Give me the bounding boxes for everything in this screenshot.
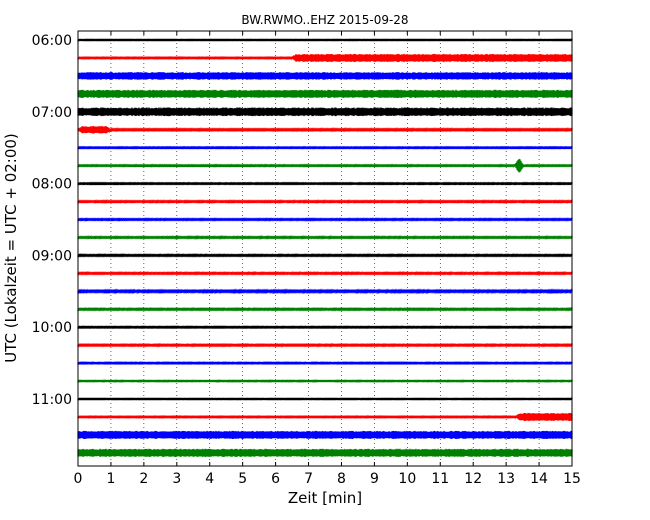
x-tick-label: 2 (139, 471, 148, 487)
y-tick-label: 10:00 (32, 320, 72, 336)
x-tick-label: 9 (370, 471, 379, 487)
chart-title: BW.RWMO..EHZ 2015-09-28 (241, 13, 408, 27)
y-axis-label: UTC (Lokalzeit = UTC + 02:00) (2, 133, 20, 363)
x-tick-label: 11 (431, 471, 449, 487)
trace-layer (77, 38, 573, 457)
x-tick-label: 12 (464, 471, 482, 487)
y-tick-label: 09:00 (32, 248, 72, 264)
y-tick-label: 07:00 (32, 105, 72, 121)
x-axis-label: Zeit [min] (288, 489, 362, 507)
x-tick-label: 0 (74, 471, 83, 487)
x-tick-label: 7 (304, 471, 313, 487)
x-tick-label: 10 (398, 471, 416, 487)
x-tick-label: 14 (530, 471, 548, 487)
x-tick-label: 8 (337, 471, 346, 487)
x-tick-label: 3 (172, 471, 181, 487)
x-tick-label: 13 (497, 471, 515, 487)
y-tick-label: 11:00 (32, 392, 72, 408)
x-tick-label: 15 (563, 471, 581, 487)
x-tick-label: 6 (271, 471, 280, 487)
x-tick-label: 1 (106, 471, 115, 487)
x-tick-label: 4 (205, 471, 214, 487)
x-tick-label: 5 (238, 471, 247, 487)
grid-layer (110, 31, 540, 466)
y-tick-label: 06:00 (32, 33, 72, 49)
plot-frame (77, 30, 573, 467)
y-tick-label: 08:00 (32, 177, 72, 193)
tick-layer: 0 1 2 3 4 5 6 7 8 9 10 11 12 13 14 1506:0007:0008:0009:… (32, 31, 581, 487)
